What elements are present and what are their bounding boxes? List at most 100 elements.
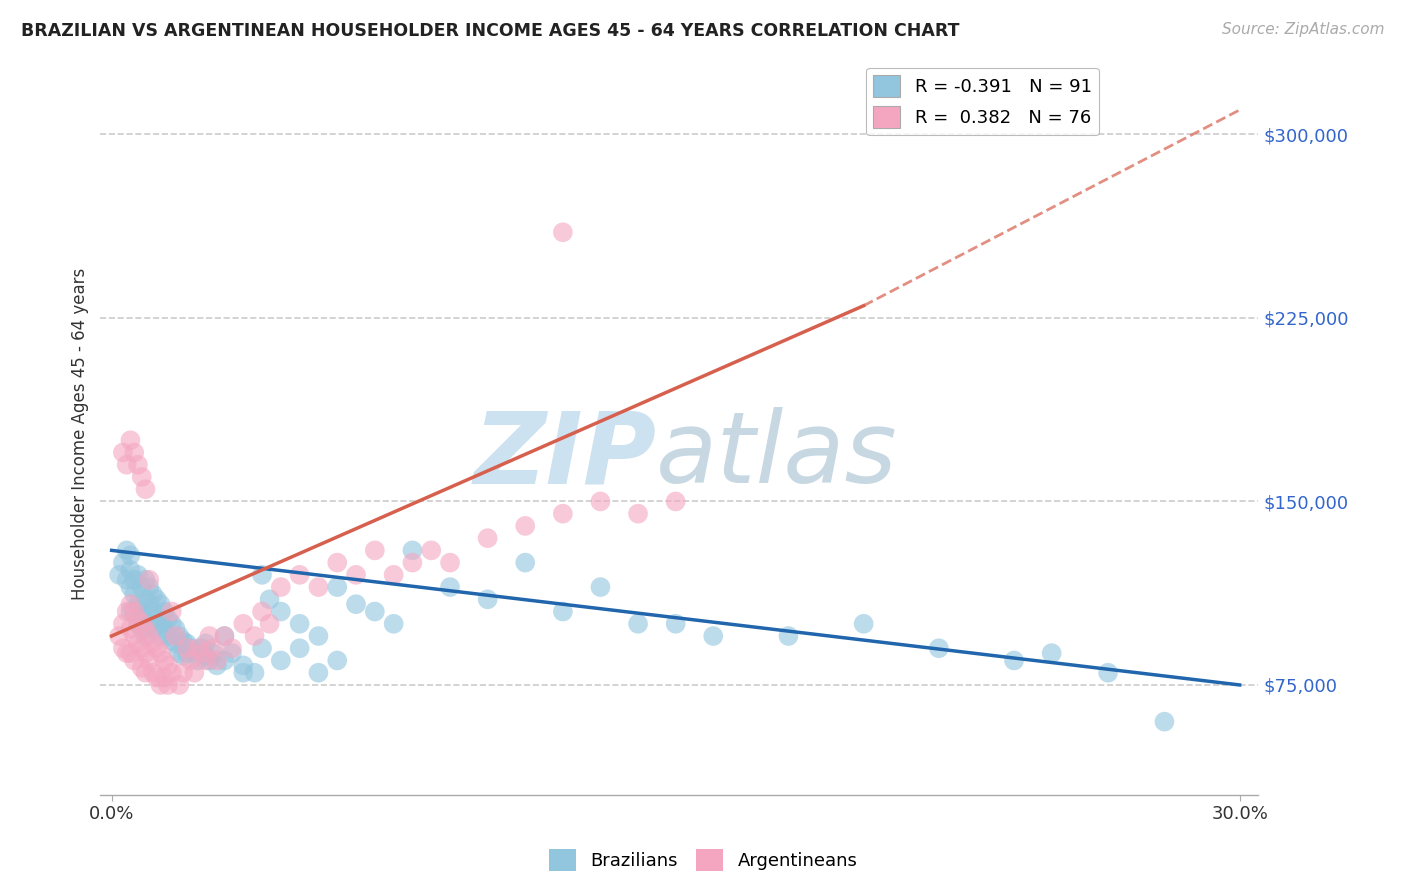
- Point: [169, 629, 191, 643]
- Point: [115, 458, 138, 472]
- Point: [259, 616, 281, 631]
- Point: [120, 580, 142, 594]
- Point: [198, 653, 221, 667]
- Point: [852, 616, 875, 631]
- Point: [134, 482, 156, 496]
- Point: [122, 653, 145, 667]
- Point: [589, 580, 612, 594]
- Point: [665, 494, 688, 508]
- Point: [1040, 646, 1063, 660]
- Point: [344, 567, 367, 582]
- Point: [111, 445, 134, 459]
- Point: [157, 678, 180, 692]
- Point: [382, 567, 405, 582]
- Point: [120, 548, 142, 562]
- Point: [142, 587, 165, 601]
- Point: [111, 556, 134, 570]
- Point: [326, 653, 349, 667]
- Point: [344, 597, 367, 611]
- Point: [138, 616, 160, 631]
- Point: [364, 605, 387, 619]
- Point: [131, 470, 153, 484]
- Point: [120, 646, 142, 660]
- Point: [183, 646, 205, 660]
- Point: [127, 597, 149, 611]
- Point: [138, 629, 160, 643]
- Point: [270, 605, 292, 619]
- Point: [134, 622, 156, 636]
- Point: [702, 629, 724, 643]
- Point: [149, 629, 172, 643]
- Point: [1153, 714, 1175, 729]
- Point: [205, 653, 228, 667]
- Point: [145, 612, 167, 626]
- Point: [221, 641, 243, 656]
- Point: [194, 653, 217, 667]
- Point: [122, 445, 145, 459]
- Point: [205, 658, 228, 673]
- Point: [288, 567, 311, 582]
- Point: [665, 616, 688, 631]
- Point: [142, 622, 165, 636]
- Point: [169, 678, 191, 692]
- Point: [153, 622, 176, 636]
- Point: [160, 665, 183, 680]
- Point: [477, 531, 499, 545]
- Point: [243, 629, 266, 643]
- Point: [551, 225, 574, 239]
- Point: [183, 665, 205, 680]
- Point: [134, 592, 156, 607]
- Point: [160, 634, 183, 648]
- Point: [145, 641, 167, 656]
- Point: [160, 605, 183, 619]
- Point: [134, 646, 156, 660]
- Point: [176, 641, 198, 656]
- Point: [202, 646, 225, 660]
- Point: [420, 543, 443, 558]
- Point: [134, 665, 156, 680]
- Text: BRAZILIAN VS ARGENTINEAN HOUSEHOLDER INCOME AGES 45 - 64 YEARS CORRELATION CHART: BRAZILIAN VS ARGENTINEAN HOUSEHOLDER INC…: [21, 22, 959, 40]
- Point: [120, 563, 142, 577]
- Point: [138, 597, 160, 611]
- Point: [401, 543, 423, 558]
- Point: [250, 641, 273, 656]
- Legend: R = -0.391   N = 91, R =  0.382   N = 76: R = -0.391 N = 91, R = 0.382 N = 76: [866, 68, 1099, 136]
- Point: [138, 653, 160, 667]
- Point: [214, 653, 236, 667]
- Point: [307, 580, 329, 594]
- Point: [131, 616, 153, 631]
- Point: [120, 434, 142, 448]
- Point: [120, 605, 142, 619]
- Point: [221, 646, 243, 660]
- Point: [928, 641, 950, 656]
- Point: [115, 543, 138, 558]
- Point: [477, 592, 499, 607]
- Point: [187, 641, 209, 656]
- Point: [172, 648, 194, 663]
- Point: [551, 605, 574, 619]
- Point: [288, 616, 311, 631]
- Point: [157, 629, 180, 643]
- Point: [382, 616, 405, 631]
- Point: [142, 636, 165, 650]
- Point: [191, 641, 214, 656]
- Point: [145, 671, 167, 685]
- Point: [191, 646, 214, 660]
- Point: [627, 616, 650, 631]
- Point: [131, 661, 153, 675]
- Point: [214, 629, 236, 643]
- Point: [127, 458, 149, 472]
- Point: [232, 616, 254, 631]
- Point: [288, 641, 311, 656]
- Point: [142, 665, 165, 680]
- Point: [120, 622, 142, 636]
- Point: [157, 658, 180, 673]
- Point: [364, 543, 387, 558]
- Point: [176, 636, 198, 650]
- Point: [232, 658, 254, 673]
- Point: [439, 556, 461, 570]
- Point: [589, 494, 612, 508]
- Point: [153, 653, 176, 667]
- Point: [149, 646, 172, 660]
- Point: [145, 592, 167, 607]
